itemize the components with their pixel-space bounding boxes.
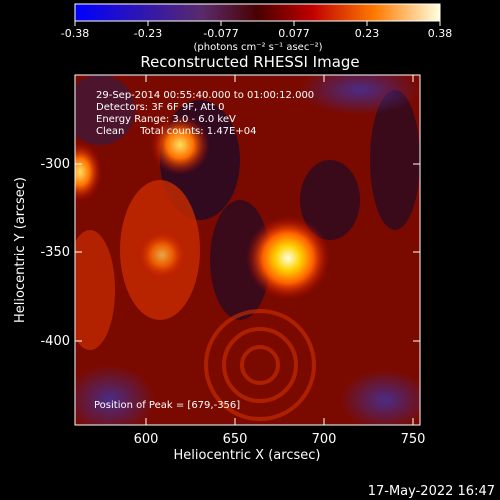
colorbar-tick-label: -0.077: [203, 27, 238, 40]
colorbar-tick-label: -0.23: [134, 27, 162, 40]
plot-frame: [74, 74, 421, 426]
y-tick-label: -350: [40, 245, 70, 260]
x-tick-label: 650: [223, 432, 248, 447]
y-axis-label: Heliocentric Y (arcsec): [13, 177, 28, 323]
colorbar: [74, 3, 441, 22]
y-tick-label: -400: [40, 334, 70, 349]
x-axis-label: Heliocentric X (arcsec): [174, 448, 321, 463]
x-axis-ticks: [145, 75, 414, 425]
x-tick-label: 600: [134, 432, 159, 447]
timestamp: 17-May-2022 16:47: [368, 484, 495, 499]
colorbar-tick-label: 0.38: [428, 27, 453, 40]
info-detectors: Detectors: 3F 6F 9F, Att 0: [96, 102, 224, 113]
colorbar-units: (photons cm⁻² s⁻¹ asec⁻²): [193, 42, 322, 53]
info-clean: Clean Total counts: 1.47E+04: [96, 126, 256, 137]
colorbar-ticks: [74, 21, 441, 26]
colorbar-tick-label: 0.23: [355, 27, 380, 40]
x-tick-label: 700: [312, 432, 337, 447]
info-time-range: 29-Sep-2014 00:55:40.000 to 01:00:12.000: [96, 90, 314, 101]
y-axis-ticks: [75, 163, 420, 342]
x-tick-label: 750: [401, 432, 426, 447]
colorbar-tick-label: 0.077: [278, 27, 310, 40]
y-tick-label: -300: [40, 157, 70, 172]
peak-position-label: Position of Peak = [679,-356]: [94, 400, 240, 411]
colorbar-tick-label: -0.38: [61, 27, 89, 40]
info-energy: Energy Range: 3.0 - 6.0 keV: [96, 114, 236, 125]
plot-title: Reconstructed RHESSI Image: [140, 53, 359, 71]
solar-image: [75, 75, 420, 425]
